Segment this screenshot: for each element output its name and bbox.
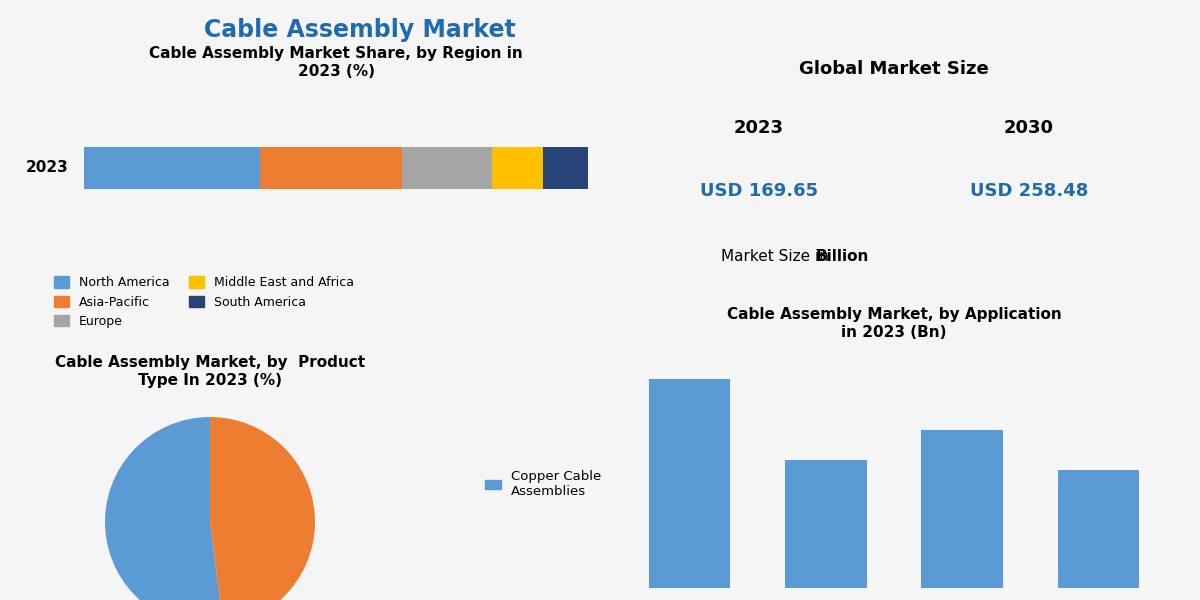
Text: USD 169.65: USD 169.65 — [700, 181, 818, 199]
Text: Cable Assembly Market: Cable Assembly Market — [204, 18, 516, 42]
Title: Cable Assembly Market, by Application
in 2023 (Bn): Cable Assembly Market, by Application in… — [727, 307, 1061, 340]
Bar — [922, 430, 1003, 588]
Wedge shape — [210, 417, 314, 600]
Text: Billion: Billion — [816, 249, 869, 264]
Bar — [542, 147, 588, 189]
Text: 2030: 2030 — [1004, 119, 1054, 137]
Bar — [648, 379, 731, 588]
Text: 2023: 2023 — [734, 119, 784, 137]
Title: Cable Assembly Market Share, by Region in
2023 (%): Cable Assembly Market Share, by Region i… — [149, 46, 523, 79]
Bar — [1057, 470, 1140, 588]
Text: Global Market Size: Global Market Size — [799, 60, 989, 78]
Bar — [84, 147, 260, 189]
Bar — [785, 460, 866, 588]
Wedge shape — [106, 417, 223, 600]
Legend: Copper Cable
Assemblies: Copper Cable Assemblies — [480, 465, 607, 503]
Bar — [402, 147, 492, 189]
Bar — [492, 147, 542, 189]
Text: USD 258.48: USD 258.48 — [970, 181, 1088, 199]
Title: Cable Assembly Market, by  Product
Type In 2023 (%): Cable Assembly Market, by Product Type I… — [55, 355, 365, 388]
Legend: North America, Asia-Pacific, Europe, Middle East and Africa, South America: North America, Asia-Pacific, Europe, Mid… — [54, 276, 354, 328]
Text: Market Size in: Market Size in — [721, 249, 834, 264]
Bar — [260, 147, 402, 189]
Text: 2023: 2023 — [26, 160, 68, 175]
